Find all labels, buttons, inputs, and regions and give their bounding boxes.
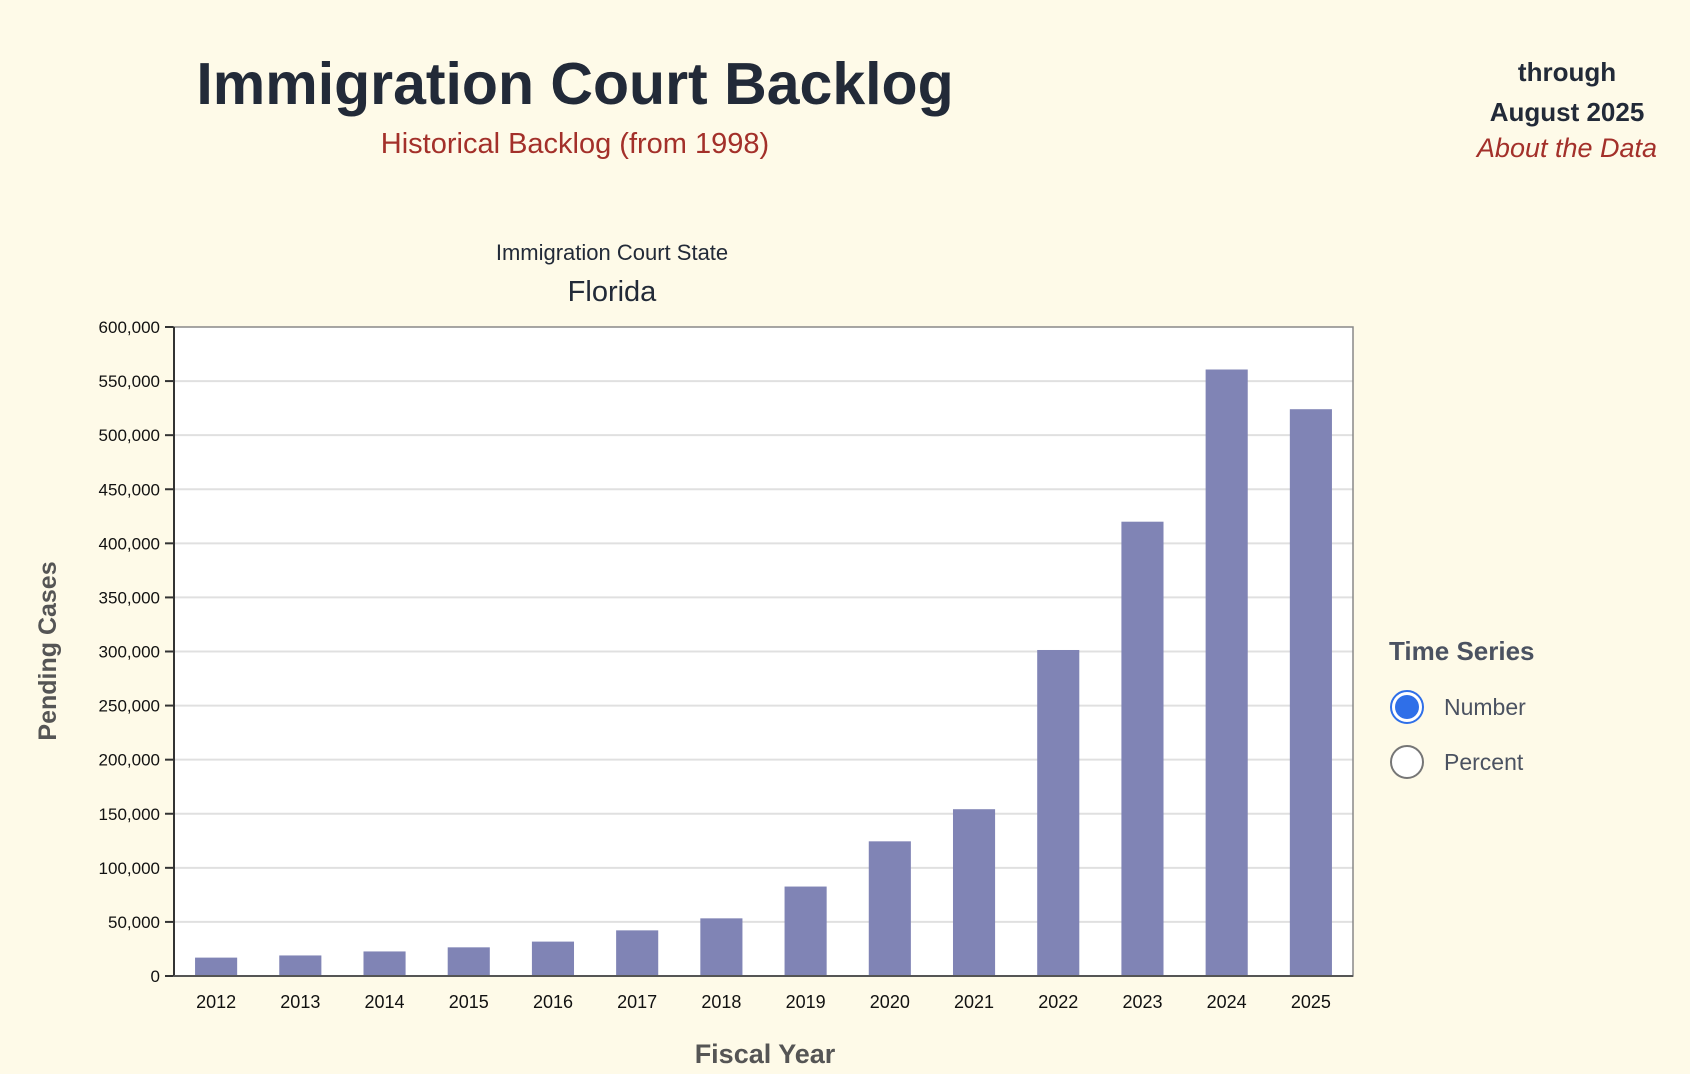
x-tick-label: 2012	[196, 992, 236, 1012]
x-tick-label: 2015	[449, 992, 489, 1012]
y-tick-label: 50,000	[108, 913, 160, 932]
y-tick-label: 350,000	[99, 588, 160, 607]
bar-2015	[447, 947, 490, 976]
about-the-data-link[interactable]: About the Data	[1476, 133, 1658, 163]
x-tick-label: 2021	[954, 992, 994, 1012]
legend-title: Time Series	[1389, 636, 1535, 666]
radio-selected-dot	[1395, 695, 1419, 719]
x-tick-label: 2016	[533, 992, 573, 1012]
y-tick-label: 300,000	[99, 643, 160, 662]
bar-2012	[195, 957, 238, 976]
bar-2013	[279, 955, 322, 976]
x-tick-label: 2024	[1207, 992, 1247, 1012]
radio-button-number[interactable]	[1390, 690, 1424, 724]
through-label: through	[1517, 57, 1617, 87]
data-through-date: through August 2025	[1467, 52, 1667, 132]
y-tick-label: 0	[151, 967, 160, 986]
bar-2020	[868, 841, 911, 976]
page-title: Immigration Court Backlog	[196, 51, 954, 117]
bar-2018	[700, 918, 743, 976]
x-tick-label: 2025	[1291, 992, 1331, 1012]
y-tick-label: 600,000	[99, 318, 160, 337]
bar-2022	[1037, 649, 1080, 976]
y-tick-label: 550,000	[99, 372, 160, 391]
radio-label-percent: Percent	[1444, 748, 1524, 775]
bar-2021	[952, 809, 996, 976]
y-tick-label: 450,000	[99, 480, 160, 499]
x-tick-label: 2013	[280, 992, 320, 1012]
chart-filter-value: Florida	[567, 276, 657, 308]
x-tick-label: 2014	[365, 992, 405, 1012]
y-tick-label: 150,000	[99, 805, 160, 824]
page-subtitle: Historical Backlog (from 1998)	[380, 128, 770, 160]
y-tick-label: 250,000	[99, 697, 160, 716]
x-tick-label: 2017	[617, 992, 657, 1012]
x-tick-label: 2022	[1038, 992, 1078, 1012]
bar-2014	[363, 951, 406, 976]
radio-number[interactable]: Number	[1390, 690, 1526, 724]
radio-label-number: Number	[1444, 693, 1526, 720]
bar-2019	[784, 886, 827, 976]
radio-button-percent[interactable]	[1390, 745, 1424, 779]
bar-2025	[1289, 409, 1332, 976]
y-axis-label: Pending Cases	[34, 561, 62, 740]
bar-2024	[1205, 369, 1248, 976]
y-tick-label: 100,000	[99, 859, 160, 878]
x-axis-label: Fiscal Year	[695, 1039, 836, 1069]
bar-2017	[616, 930, 659, 976]
bar-2023	[1121, 521, 1164, 976]
x-tick-label: 2020	[870, 992, 910, 1012]
x-tick-label: 2018	[701, 992, 741, 1012]
x-tick-label: 2019	[786, 992, 826, 1012]
y-tick-label: 400,000	[99, 534, 160, 553]
x-tick-label: 2023	[1122, 992, 1162, 1012]
y-tick-label: 500,000	[99, 426, 160, 445]
through-date: August 2025	[1489, 97, 1645, 127]
y-tick-label: 200,000	[99, 751, 160, 770]
radio-percent[interactable]: Percent	[1390, 745, 1523, 779]
chart-filter-label: Immigration Court State	[495, 240, 729, 265]
bar-2016	[531, 941, 575, 976]
